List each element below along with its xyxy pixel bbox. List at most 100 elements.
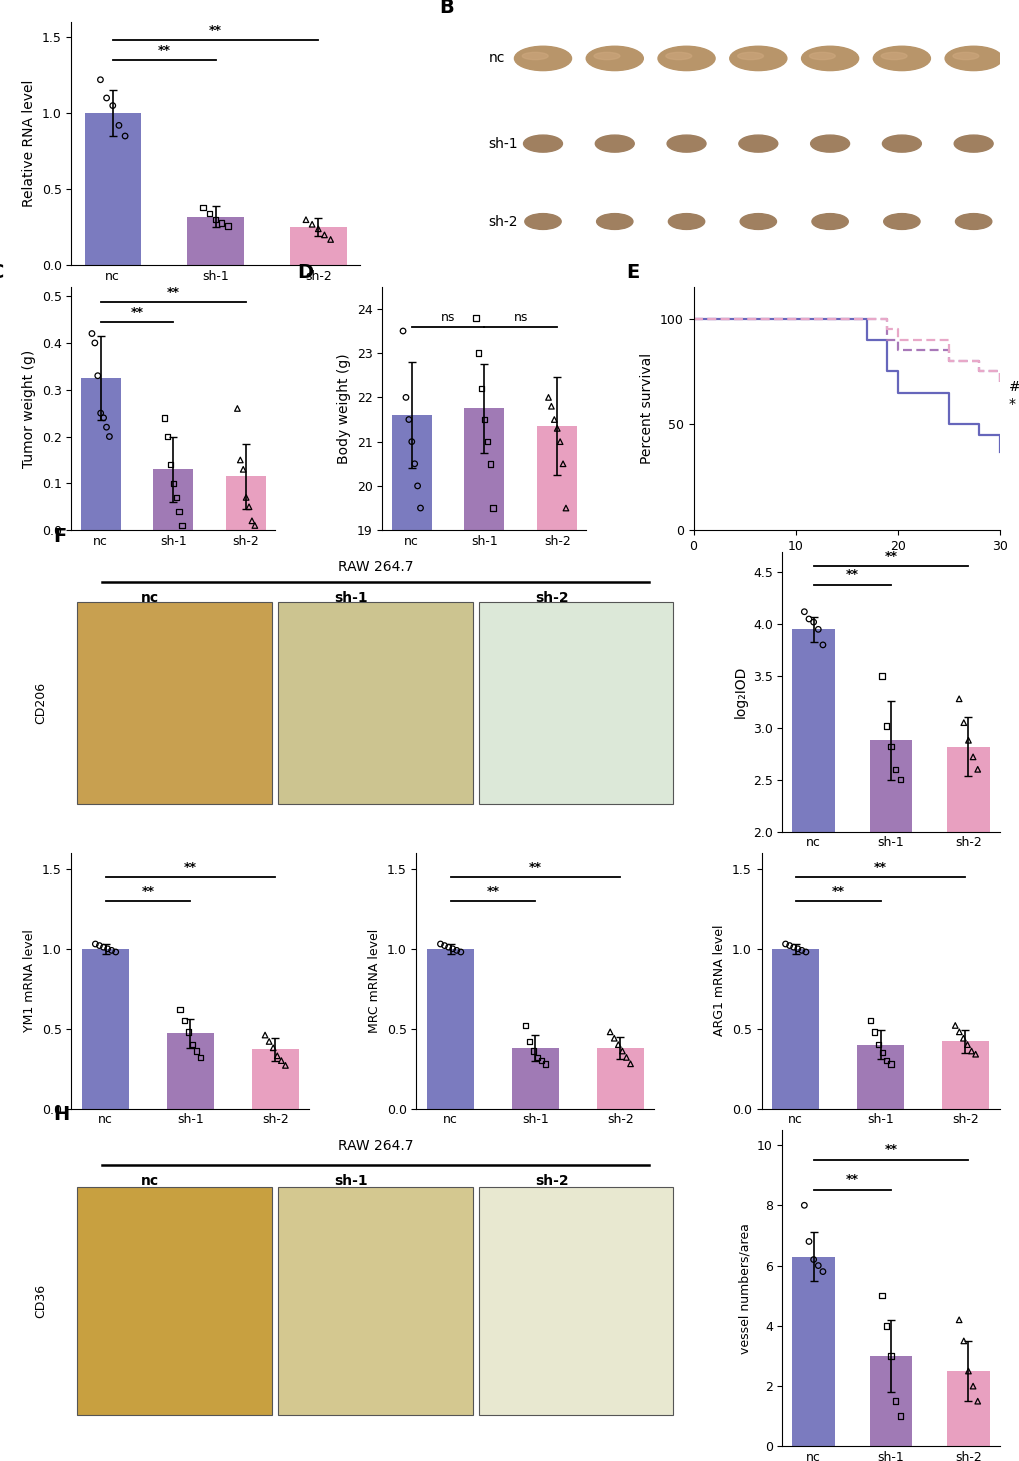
Point [467, 305, 483, 329]
Point [543, 394, 559, 418]
Point [781, 934, 797, 957]
Point [168, 485, 184, 508]
Point [785, 935, 801, 958]
nc [860, 330, 872, 348]
Text: CD206: CD206 [34, 682, 47, 723]
Text: #: # [1008, 380, 1019, 393]
sh-1 [758, 310, 770, 327]
Point [533, 1049, 549, 1072]
Point [887, 1389, 903, 1413]
Line: sh-2: sh-2 [693, 318, 999, 381]
FancyBboxPatch shape [77, 1186, 272, 1414]
sh-2 [829, 310, 842, 327]
Ellipse shape [729, 47, 786, 70]
Ellipse shape [880, 53, 906, 60]
Bar [856, 1045, 903, 1109]
FancyBboxPatch shape [278, 602, 472, 804]
Point [540, 386, 556, 409]
Point [877, 714, 894, 738]
Point [257, 1023, 273, 1046]
Text: **: ** [845, 568, 858, 581]
Ellipse shape [657, 47, 714, 70]
Point [517, 1014, 533, 1037]
Point [261, 1030, 277, 1053]
nc [891, 362, 903, 380]
Point [219, 215, 235, 238]
Text: **: ** [183, 861, 197, 874]
sh-2 [972, 362, 984, 380]
Ellipse shape [881, 134, 920, 152]
Y-axis label: Tumor weight (g): Tumor weight (g) [22, 349, 36, 468]
Point [111, 114, 127, 137]
Point [195, 196, 211, 219]
Point [440, 935, 457, 958]
Bar [596, 1048, 643, 1109]
Line: sh-1: sh-1 [693, 318, 999, 381]
sh-2 [972, 352, 984, 370]
Point [967, 1043, 983, 1067]
sh-2 [993, 362, 1005, 380]
Point [551, 430, 568, 453]
sh-1 [829, 310, 842, 327]
FancyBboxPatch shape [77, 602, 272, 804]
Bar [947, 747, 988, 1039]
Point [485, 497, 501, 520]
Point [101, 425, 117, 449]
Point [601, 1020, 618, 1043]
Point [789, 937, 805, 960]
Bar [792, 1256, 835, 1446]
Ellipse shape [810, 134, 849, 152]
Point [805, 611, 821, 634]
Line: nc: nc [693, 318, 999, 451]
Point [92, 69, 108, 92]
Ellipse shape [882, 213, 919, 229]
sh-1 [860, 310, 872, 327]
Y-axis label: Relative RNA level: Relative RNA level [22, 80, 36, 207]
nc [829, 310, 842, 327]
Text: **: ** [883, 549, 897, 562]
Point [877, 1049, 894, 1072]
Point [797, 941, 813, 964]
sh-1 [860, 310, 872, 327]
Text: sh-2: sh-2 [534, 590, 568, 605]
Text: ns: ns [514, 311, 528, 324]
Point [950, 1308, 966, 1331]
Text: sh-2: sh-2 [534, 1175, 568, 1188]
Point [298, 207, 314, 231]
Point [452, 941, 469, 964]
Point [397, 386, 414, 409]
Y-axis label: MRC mRNA level: MRC mRNA level [368, 929, 381, 1033]
Point [964, 745, 980, 768]
Point [162, 453, 178, 476]
sh-1 [942, 352, 954, 370]
Point [117, 124, 133, 148]
Point [269, 1045, 285, 1068]
sh-2 [758, 310, 770, 327]
Text: D: D [297, 263, 313, 282]
Point [93, 402, 109, 425]
Point [87, 932, 103, 955]
Y-axis label: vessel numbers/area: vessel numbers/area [738, 1223, 751, 1353]
Text: RAW 264.7: RAW 264.7 [337, 1140, 413, 1153]
Bar [942, 1042, 987, 1109]
Point [882, 735, 899, 758]
Point [882, 1344, 899, 1367]
sh-2 [860, 310, 872, 327]
nc [942, 384, 954, 402]
Y-axis label: ARG1 mRNA level: ARG1 mRNA level [712, 925, 726, 1036]
Y-axis label: Body weight (g): Body weight (g) [337, 354, 351, 463]
Ellipse shape [667, 213, 704, 229]
Ellipse shape [522, 53, 547, 60]
Point [622, 1052, 638, 1075]
Point [809, 1254, 825, 1277]
Point [947, 1014, 963, 1037]
Y-axis label: log₂IOD: log₂IOD [733, 665, 747, 717]
Ellipse shape [586, 47, 643, 70]
Point [229, 397, 246, 421]
Point [84, 321, 100, 345]
Point [87, 332, 103, 355]
Bar [464, 409, 504, 1370]
nc [891, 384, 903, 402]
nc [880, 362, 893, 380]
Point [776, 932, 793, 955]
